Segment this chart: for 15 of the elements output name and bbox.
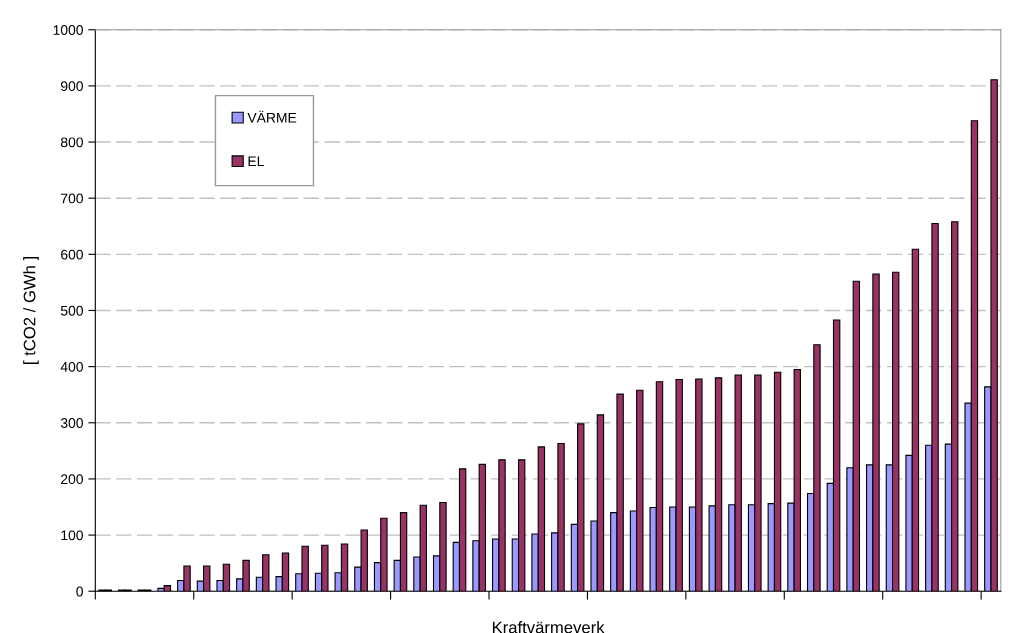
y-tick-label: 900 xyxy=(60,81,83,92)
y-tick-label: 400 xyxy=(60,361,83,372)
y-axis-title: [ tCO2 / GWh ] xyxy=(23,257,39,364)
y-tick-label: 700 xyxy=(61,193,83,204)
y-tick-label: 600 xyxy=(61,249,83,260)
legend-label: VÄRME xyxy=(247,110,297,123)
x-axis-title: Kraftvärmeverk xyxy=(492,621,605,633)
y-tick-label: 500 xyxy=(60,305,83,316)
y-tick-label: 800 xyxy=(60,137,83,148)
y-tick-label: 100 xyxy=(61,530,83,541)
legend-label: EL xyxy=(248,156,264,167)
y-tick-label: 200 xyxy=(61,474,83,485)
y-tick-label: 1000 xyxy=(53,25,83,35)
y-tick-label: 0 xyxy=(76,586,83,597)
y-tick-label: 300 xyxy=(60,418,83,428)
